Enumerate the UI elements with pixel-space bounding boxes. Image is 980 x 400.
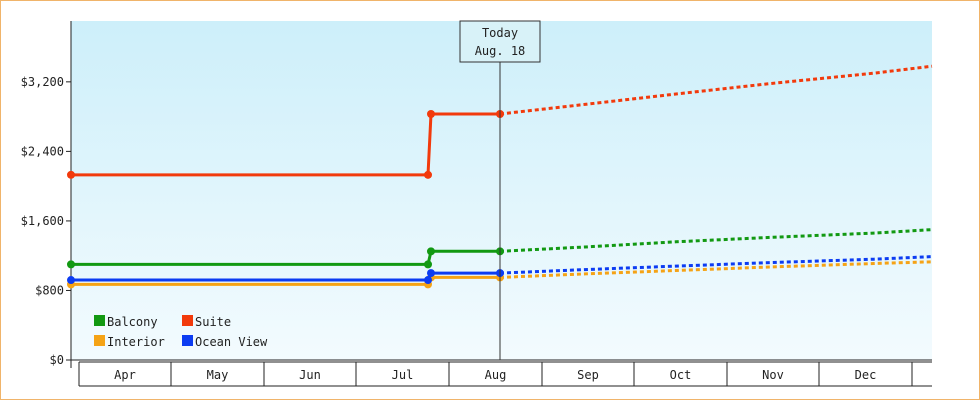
legend-swatch — [94, 315, 105, 326]
legend-label: Ocean View — [195, 335, 268, 349]
forecast-line — [499, 228, 933, 253]
data-point — [67, 170, 75, 179]
legend-swatch — [182, 315, 193, 326]
forecast-line — [499, 255, 933, 275]
data-point — [424, 170, 432, 179]
today-marker: Today Aug. 18 — [459, 20, 541, 360]
today-date-label: Aug. 18 — [475, 44, 526, 58]
legend-swatch — [182, 335, 193, 346]
series-balcony — [67, 228, 933, 269]
y-tick-label: $3,200 — [21, 75, 64, 89]
series-lines — [67, 64, 933, 289]
data-point — [424, 276, 432, 285]
data-point — [67, 260, 75, 269]
series-ocean-view — [67, 255, 933, 285]
legend-item-balcony: Balcony — [94, 315, 158, 329]
data-point — [67, 276, 75, 285]
month-label: Aug — [485, 368, 507, 382]
y-tick-label: $2,400 — [21, 144, 64, 158]
month-label: Jun — [299, 368, 321, 382]
legend-label: Balcony — [107, 315, 158, 329]
today-box — [459, 20, 541, 63]
y-tick-label: $0 — [50, 353, 64, 367]
historical-line — [71, 249, 500, 266]
historical-line — [71, 112, 500, 177]
data-point — [427, 269, 435, 278]
legend-item-ocean-view: Ocean View — [182, 335, 268, 349]
y-tick-label: $800 — [35, 283, 64, 297]
month-label: May — [207, 368, 229, 382]
series-suite — [67, 64, 933, 179]
forecast-line — [499, 64, 933, 116]
data-point — [427, 110, 435, 119]
plot-background — [71, 21, 932, 360]
legend: Balcony Suite Interior Ocean View — [94, 315, 268, 349]
data-point — [424, 260, 432, 269]
legend-label: Interior — [107, 335, 165, 349]
legend-swatch — [94, 335, 105, 346]
month-label: Sep — [577, 368, 599, 382]
month-label: Oct — [670, 368, 692, 382]
axes: $0 $800 $1,600 $2,400 $3,200 Apr May Jun Jul Aug S… — [21, 21, 932, 387]
legend-item-suite: Suite — [182, 315, 231, 329]
y-tick-label: $1,600 — [21, 214, 64, 228]
month-label: Apr — [114, 368, 136, 382]
legend-label: Suite — [195, 315, 231, 329]
data-point — [427, 247, 435, 256]
legend-item-interior: Interior — [94, 335, 165, 349]
forecast-line — [499, 260, 933, 279]
month-label: Dec — [855, 368, 877, 382]
month-label: Jul — [392, 368, 414, 382]
today-label: Today — [482, 26, 518, 40]
month-label: Nov — [762, 368, 784, 382]
